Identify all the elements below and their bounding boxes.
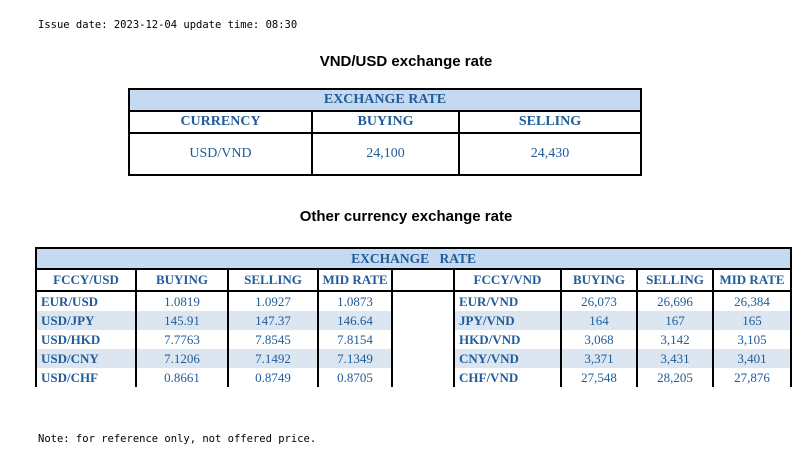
currency-pair-cell: USD/VND: [128, 132, 313, 176]
selling-column-header: SELLING: [227, 268, 319, 292]
mid-rate-column-header: MID RATE: [711, 268, 793, 292]
pair-cell: HKD/VND: [453, 330, 562, 349]
selling-rate-cell: 28,205: [636, 368, 714, 387]
spacer-cell: [391, 291, 455, 387]
usd-vnd-rate-table: EXCHANGE RATE CURRENCY BUYING SELLING US…: [128, 88, 642, 176]
pair-cell: USD/CHF: [35, 368, 137, 387]
pair-cell: USD/JPY: [35, 311, 137, 330]
table-row: USD/VND 24,100 24,430: [128, 132, 642, 176]
mid-rate-cell: 146.64: [317, 311, 393, 330]
buying-rate-cell: 24,100: [311, 132, 460, 176]
issue-date-line: Issue date: 2023-12-04 update time: 08:3…: [38, 19, 298, 31]
pair-cell: CNY/VND: [453, 349, 562, 368]
exchange-rate-band: EXCHANGE RATE: [34, 247, 793, 270]
footnote: Note: for reference only, not offered pr…: [38, 433, 317, 445]
pair-cell: USD/CNY: [35, 349, 137, 368]
buying-column-header: BUYING: [135, 268, 229, 292]
spacer-header-cell: [391, 268, 455, 292]
table-row: USD/JPY 145.91 147.37 146.64 JPY/VND 164…: [35, 311, 793, 330]
mid-rate-cell: 27,876: [711, 368, 793, 387]
pair-cell: JPY/VND: [453, 311, 562, 330]
mid-rate-cell: 7.1349: [317, 349, 393, 368]
buying-rate-cell: 7.7763: [135, 330, 229, 349]
table-row: USD/HKD 7.7763 7.8545 7.8154 HKD/VND 3,0…: [35, 330, 793, 349]
table-band-row: EXCHANGE RATE: [34, 247, 793, 270]
mid-rate-cell: 7.8154: [317, 330, 393, 349]
buying-rate-cell: 3,068: [560, 330, 638, 349]
buying-rate-cell: 164: [560, 311, 638, 330]
currency-column-header: CURRENCY: [128, 110, 313, 134]
buying-rate-cell: 1.0819: [135, 291, 229, 311]
pair-cell: CHF/VND: [453, 368, 562, 387]
selling-rate-cell: 24,430: [458, 132, 642, 176]
selling-rate-cell: 0.8749: [227, 368, 319, 387]
usd-table-title: VND/USD exchange rate: [319, 53, 493, 70]
mid-rate-cell: 3,401: [711, 349, 793, 368]
selling-rate-cell: 3,142: [636, 330, 714, 349]
selling-column-header: SELLING: [458, 110, 642, 134]
table-row: USD/CNY 7.1206 7.1492 7.1349 CNY/VND 3,3…: [35, 349, 793, 368]
table-header-row: FCCY/USD BUYING SELLING MID RATE FCCY/VN…: [35, 268, 793, 292]
buying-rate-cell: 145.91: [135, 311, 229, 330]
selling-column-header: SELLING: [636, 268, 714, 292]
fccy-usd-column-header: FCCY/USD: [35, 268, 137, 292]
mid-rate-column-header: MID RATE: [317, 268, 393, 292]
table-band-row: EXCHANGE RATE: [128, 88, 642, 112]
mid-rate-cell: 165: [711, 311, 793, 330]
selling-rate-cell: 7.8545: [227, 330, 319, 349]
table-row: USD/CHF 0.8661 0.8749 0.8705 CHF/VND 27,…: [35, 368, 793, 387]
mid-rate-cell: 0.8705: [317, 368, 393, 387]
other-table-title: Other currency exchange rate: [299, 208, 513, 225]
exchange-rate-band: EXCHANGE RATE: [128, 88, 642, 112]
selling-rate-cell: 3,431: [636, 349, 714, 368]
mid-rate-cell: 3,105: [711, 330, 793, 349]
pair-cell: USD/HKD: [35, 330, 137, 349]
mid-rate-cell: 26,384: [711, 291, 793, 311]
other-currency-rate-table: EXCHANGE RATE FCCY/USD BUYING SELLING MI…: [34, 247, 793, 387]
table-header-row: CURRENCY BUYING SELLING: [128, 110, 642, 134]
fccy-vnd-column-header: FCCY/VND: [453, 268, 562, 292]
buying-column-header: BUYING: [560, 268, 638, 292]
buying-rate-cell: 7.1206: [135, 349, 229, 368]
selling-rate-cell: 26,696: [636, 291, 714, 311]
table-row: EUR/USD 1.0819 1.0927 1.0873 EUR/VND 26,…: [35, 291, 793, 387]
selling-rate-cell: 147.37: [227, 311, 319, 330]
selling-rate-cell: 167: [636, 311, 714, 330]
pair-cell: EUR/VND: [453, 291, 562, 311]
buying-rate-cell: 27,548: [560, 368, 638, 387]
pair-cell: EUR/USD: [35, 291, 137, 311]
mid-rate-cell: 1.0873: [317, 291, 393, 311]
buying-rate-cell: 26,073: [560, 291, 638, 311]
buying-rate-cell: 3,371: [560, 349, 638, 368]
buying-rate-cell: 0.8661: [135, 368, 229, 387]
buying-column-header: BUYING: [311, 110, 460, 134]
selling-rate-cell: 7.1492: [227, 349, 319, 368]
selling-rate-cell: 1.0927: [227, 291, 319, 311]
